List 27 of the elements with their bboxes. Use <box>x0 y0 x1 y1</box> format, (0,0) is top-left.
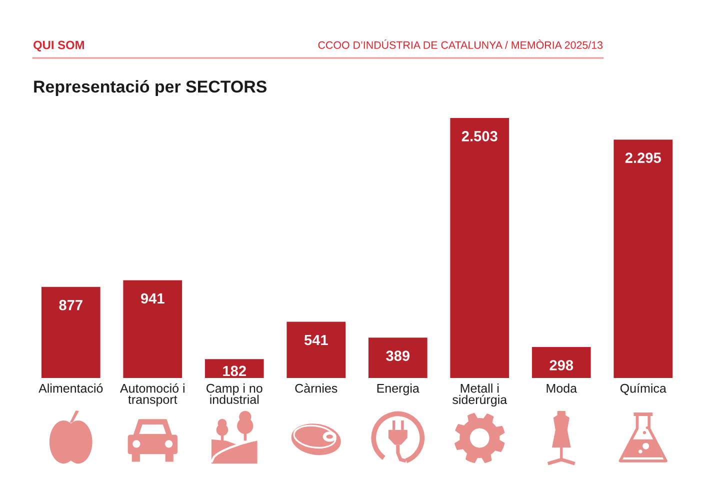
bar <box>532 347 591 378</box>
chart-title: Representació per SECTORS <box>34 80 267 96</box>
data-label: 2.503 <box>462 131 498 142</box>
x-tick-label: Alimentació <box>38 383 103 393</box>
x-tick-label: Química <box>620 383 666 395</box>
bar <box>204 359 264 378</box>
bar <box>41 286 100 378</box>
x-tick-label: Camp i no industrial <box>206 384 262 404</box>
data-label: 389 <box>386 350 410 361</box>
text: CCOO D’INDÚSTRIA DE CATALUNYA / MEMÒRIA 2025/13 <box>318 39 603 49</box>
data-label: 298 <box>550 360 574 370</box>
x-tick-label: Metall i siderúrgia <box>452 384 508 407</box>
data-label: 182 <box>223 366 246 376</box>
bar <box>614 140 673 378</box>
x-tick-label: Càrnies <box>295 383 338 393</box>
bar <box>123 280 182 378</box>
data-label: 541 <box>304 334 328 346</box>
bar <box>368 338 428 378</box>
x-tick-label: Energia <box>377 384 420 396</box>
x-tick-label: Automoció i transport <box>120 383 184 406</box>
x-tick-label: Moda <box>546 384 578 393</box>
data-label: 941 <box>140 293 164 304</box>
data-label: 877 <box>59 300 82 310</box>
bar <box>286 322 346 378</box>
bar <box>450 118 510 378</box>
data-label: 2.295 <box>625 152 661 163</box>
text: QUI SOM <box>33 40 84 52</box>
